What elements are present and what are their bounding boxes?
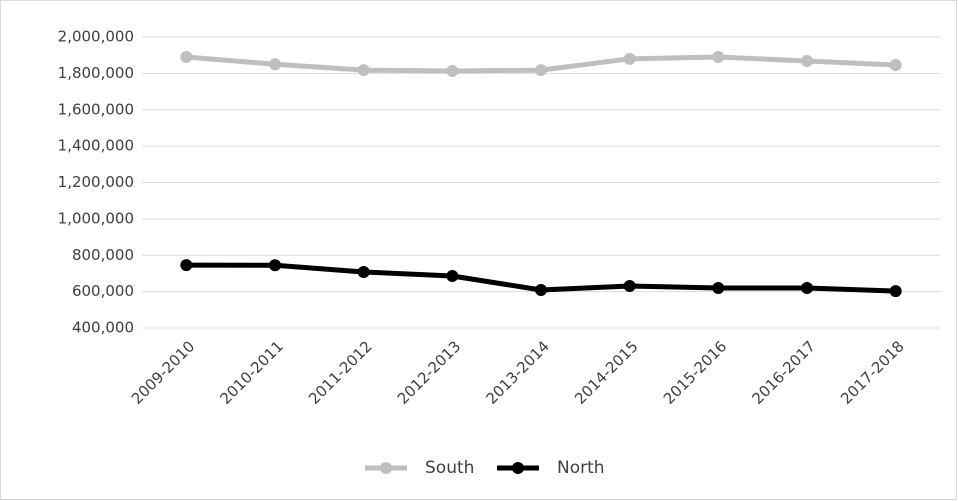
series-marker — [446, 269, 459, 282]
series-marker — [269, 58, 281, 71]
series-marker — [712, 51, 725, 64]
y-tick-label: 1,400,000 — [58, 137, 134, 155]
y-tick-label: 400,000 — [72, 319, 134, 337]
series-marker — [269, 259, 281, 272]
y-tick-label: 2,000,000 — [58, 28, 134, 46]
y-tick-label: 1,200,000 — [58, 173, 134, 191]
series-marker — [535, 283, 547, 296]
y-tick-label: 600,000 — [72, 282, 134, 300]
series-marker — [357, 265, 370, 278]
legend-marker — [512, 462, 524, 474]
y-tick-label: 1,000,000 — [58, 209, 134, 227]
y-tick-label: 1,600,000 — [58, 100, 134, 118]
series-marker — [357, 64, 370, 77]
series-marker — [801, 55, 813, 68]
y-tick-label: 1,800,000 — [58, 64, 134, 82]
y-tick-label: 800,000 — [72, 246, 134, 264]
legend-marker — [380, 462, 392, 474]
legend-label: South — [425, 458, 474, 478]
series-marker — [180, 51, 193, 64]
series-marker — [180, 259, 193, 272]
series-marker — [446, 65, 459, 78]
series-marker — [535, 64, 547, 77]
series-marker — [623, 52, 636, 65]
legend-label: North — [557, 458, 605, 478]
series-marker — [889, 285, 902, 298]
series-marker — [623, 279, 636, 292]
series-marker — [889, 59, 902, 72]
series-marker — [712, 281, 725, 294]
series-marker — [801, 281, 813, 294]
